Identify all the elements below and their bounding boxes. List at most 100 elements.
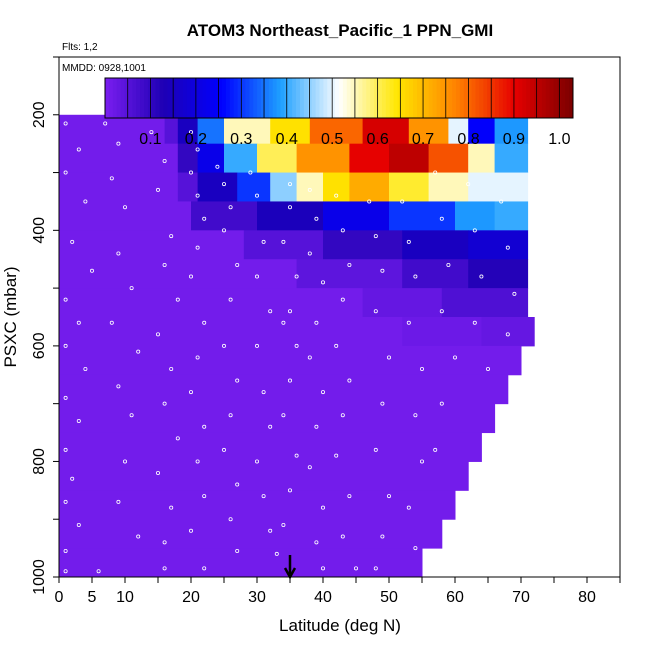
- x-tick-label: 60: [446, 589, 464, 606]
- heatmap-cell: [59, 259, 298, 289]
- sample-point: [466, 182, 471, 187]
- dates-label: MMDD: 0928,1001: [62, 63, 146, 74]
- heatmap-cell: [402, 230, 469, 260]
- sample-point: [472, 228, 477, 233]
- sample-point: [268, 528, 273, 533]
- sample-point: [175, 436, 180, 441]
- colorbar-segment: [514, 78, 519, 118]
- sample-point: [169, 505, 174, 510]
- colorbar-tick-label: 0.1: [139, 131, 161, 148]
- colorbar-segment: [479, 78, 484, 118]
- x-tick-label: 30: [248, 589, 266, 606]
- colorbar-segment: [452, 78, 457, 118]
- colorbar-segment: [495, 78, 500, 118]
- sample-point: [254, 343, 259, 348]
- colorbar-segment: [475, 78, 480, 118]
- colorbar-segment: [498, 78, 504, 118]
- colorbar-segment: [401, 78, 406, 118]
- sample-point: [162, 540, 167, 545]
- colorbar-segment: [163, 78, 168, 118]
- sample-point: [380, 268, 385, 273]
- heatmap-cell: [402, 317, 482, 347]
- colorbar-segment: [358, 78, 363, 118]
- colorbar-tick-label: 0.3: [230, 131, 252, 148]
- heatmap-cell: [428, 172, 469, 202]
- plot-frame: [58, 56, 621, 578]
- sample-point: [314, 320, 319, 325]
- sample-point: [202, 566, 207, 571]
- sample-point: [373, 234, 378, 239]
- sample-point: [202, 320, 207, 325]
- x-tick-label: 5: [88, 589, 97, 606]
- heatmap-cell: [59, 143, 179, 174]
- sample-point: [188, 390, 193, 395]
- colorbar-tick-label: 0.2: [185, 131, 207, 148]
- heatmap-cell: [257, 201, 324, 231]
- colorbar-segment: [432, 78, 437, 118]
- y-axis: 200 400 600 800 1000: [31, 56, 59, 595]
- colorbar-segment: [350, 78, 356, 118]
- sample-point: [116, 384, 121, 389]
- sample-point: [367, 199, 372, 204]
- colorbar-segment: [459, 78, 465, 118]
- sample-point: [195, 147, 200, 152]
- sample-point: [281, 413, 286, 418]
- colorbar-segment: [206, 78, 211, 118]
- sample-point: [261, 390, 266, 395]
- colorbar-segment: [362, 78, 367, 118]
- colorbar-segment: [534, 78, 539, 118]
- sample-point: [70, 239, 75, 244]
- colorbar-segment: [448, 78, 453, 118]
- sample-point: [195, 193, 200, 198]
- heatmap-cell: [243, 230, 324, 260]
- sample-point: [314, 424, 319, 429]
- sample-point: [202, 424, 207, 429]
- sample-points: [63, 121, 517, 574]
- heatmap-cell: [362, 114, 410, 145]
- sample-point: [340, 228, 345, 233]
- colorbar-segment: [237, 78, 242, 118]
- heatmap-cell: [59, 548, 423, 578]
- sample-point: [162, 262, 167, 267]
- colorbar-segment: [510, 78, 515, 118]
- sample-point: [406, 320, 411, 325]
- sample-point: [419, 366, 424, 371]
- colorbar-segment: [264, 78, 270, 118]
- sample-point: [281, 239, 286, 244]
- sample-point: [373, 447, 378, 452]
- heatmap-cell: [323, 230, 403, 260]
- sample-point: [419, 459, 424, 464]
- heatmap-cell: [441, 288, 529, 318]
- colorbar-segment: [198, 78, 203, 118]
- heatmap-cell: [408, 114, 449, 145]
- heatmap-cell: [59, 172, 179, 202]
- x-tick-label: 40: [314, 589, 332, 606]
- sample-point: [320, 280, 325, 285]
- sample-point: [307, 465, 312, 470]
- sample-point: [380, 534, 385, 539]
- colorbar-segment: [300, 78, 305, 118]
- colorbar-segment: [471, 78, 476, 118]
- sample-point: [129, 413, 134, 418]
- colorbar-segment: [537, 78, 543, 118]
- colorbar-segment: [428, 78, 434, 118]
- sample-point: [287, 182, 292, 187]
- sample-point: [155, 470, 160, 475]
- heatmap-cell: [468, 172, 529, 202]
- sample-point: [221, 447, 226, 452]
- heatmap-cell: [389, 201, 456, 231]
- sample-point: [254, 274, 259, 279]
- sample-point: [386, 494, 391, 499]
- sample-point: [386, 355, 391, 360]
- colorbar-segment: [370, 78, 375, 118]
- sample-point: [307, 251, 312, 256]
- heatmap-cell: [349, 143, 390, 174]
- sample-point: [353, 566, 358, 571]
- colorbar-segment: [491, 78, 496, 118]
- heatmap-cell: [237, 172, 271, 202]
- heatmap-cell: [59, 403, 496, 434]
- heatmap-cell: [481, 317, 535, 347]
- sample-point: [155, 332, 160, 337]
- sample-point: [109, 320, 114, 325]
- sample-point: [314, 216, 319, 221]
